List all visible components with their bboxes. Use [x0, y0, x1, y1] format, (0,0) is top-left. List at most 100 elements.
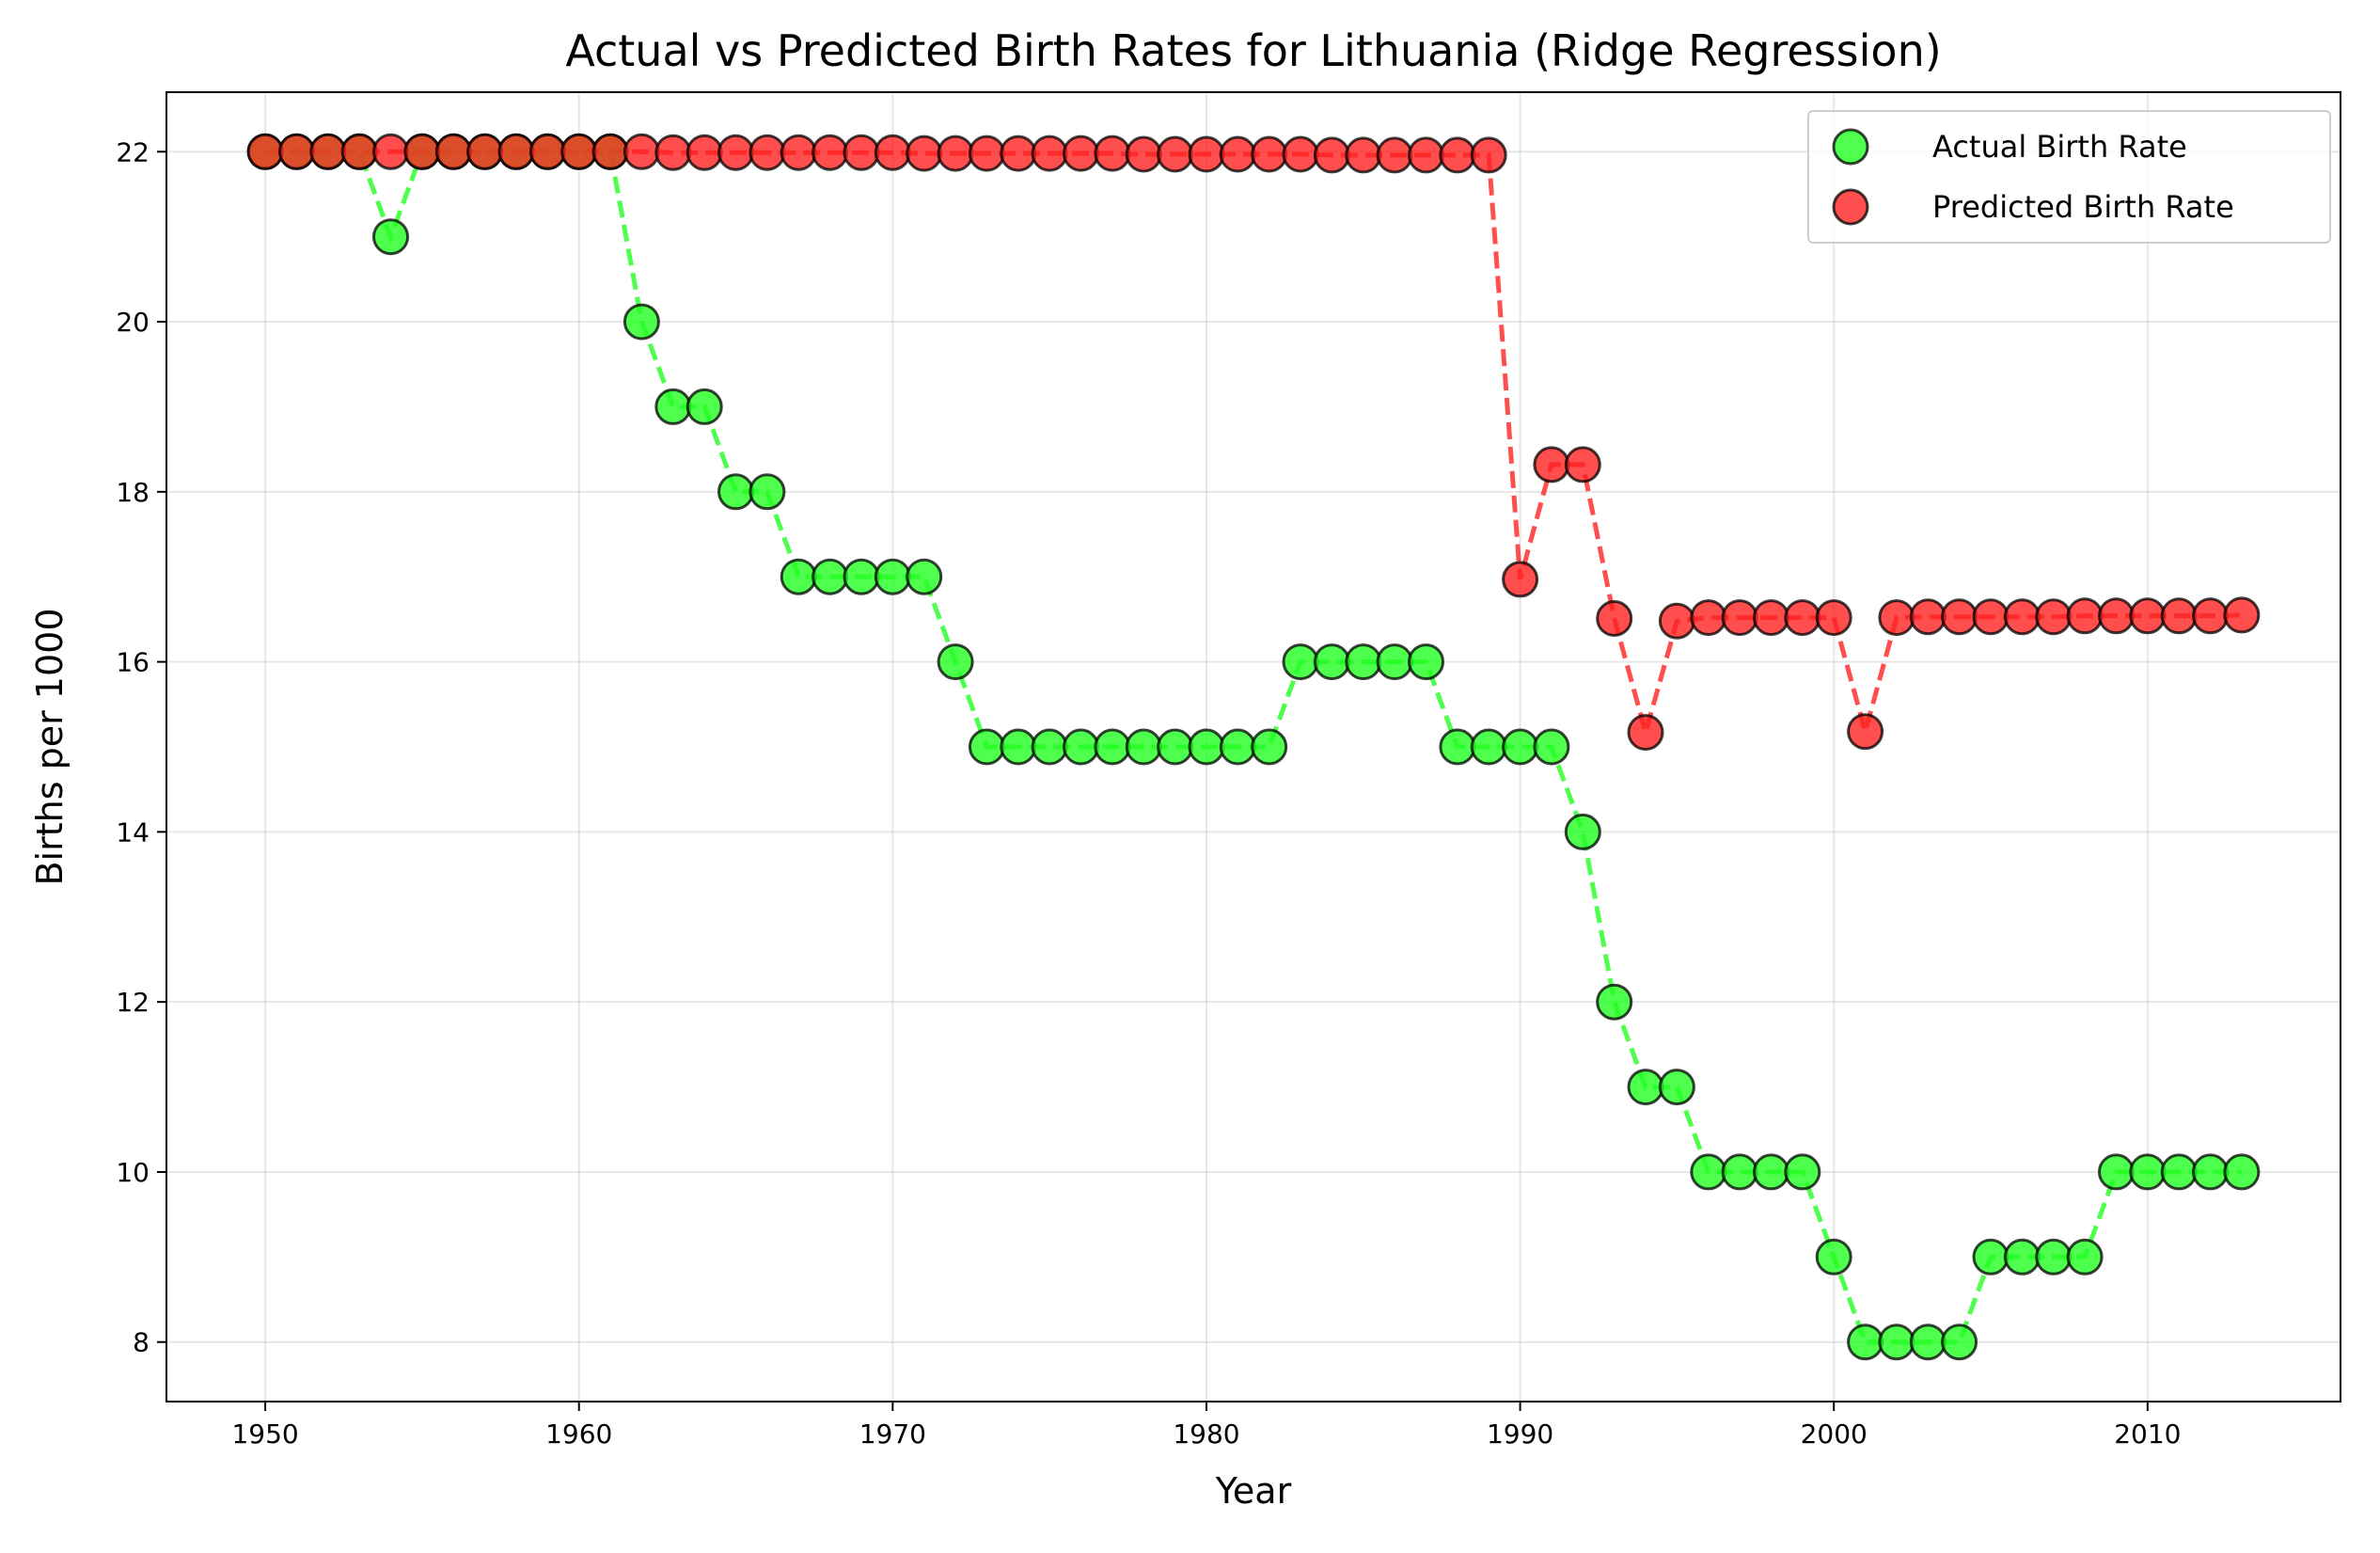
- data-point-actual: [1815, 1238, 1852, 1276]
- y-tick-label: 14: [116, 816, 150, 848]
- data-point-actual: [1721, 1153, 1758, 1191]
- data-point-predicted: [497, 133, 535, 170]
- data-point-actual: [780, 558, 817, 595]
- data-point-predicted: [1815, 599, 1852, 637]
- y-axis-label: Births per 1000: [29, 608, 71, 885]
- data-point-actual: [1470, 728, 1507, 766]
- data-point-predicted: [1941, 598, 1978, 636]
- data-point-actual: [1031, 728, 1068, 766]
- data-point-actual: [2160, 1153, 2198, 1191]
- data-point-predicted: [1125, 135, 1162, 173]
- data-point-predicted: [1721, 599, 1758, 637]
- data-point-predicted: [2035, 598, 2073, 636]
- data-point-actual: [1909, 1323, 1947, 1361]
- data-point-predicted: [1878, 599, 1915, 637]
- data-point-predicted: [2160, 597, 2198, 635]
- data-point-predicted: [1533, 446, 1570, 483]
- data-point-predicted: [591, 133, 629, 170]
- data-point-predicted: [623, 133, 660, 170]
- data-point-predicted: [2098, 597, 2135, 635]
- data-point-actual: [1753, 1153, 1789, 1191]
- data-point-actual: [1000, 728, 1037, 766]
- data-point-predicted: [1909, 598, 1947, 636]
- legend: Actual Birth Rate Predicted Birth Rate: [1807, 110, 2331, 244]
- data-point-predicted: [2003, 598, 2041, 636]
- data-point-predicted: [1313, 136, 1350, 174]
- data-point-predicted: [528, 133, 566, 170]
- data-point-actual: [1878, 1323, 1915, 1361]
- y-tick-label: 10: [116, 1157, 150, 1188]
- data-point-predicted: [780, 134, 817, 171]
- data-point-predicted: [1564, 446, 1601, 483]
- data-point-actual: [686, 388, 723, 425]
- x-tick-label: 1970: [859, 1418, 926, 1450]
- y-tick-label: 20: [116, 307, 150, 338]
- data-point-predicted: [1972, 598, 2010, 636]
- data-point-predicted: [2066, 597, 2104, 635]
- data-point-actual: [1251, 728, 1288, 766]
- series-points: [246, 133, 2261, 1361]
- data-point-actual: [937, 643, 974, 681]
- data-point-actual: [1972, 1238, 2010, 1276]
- data-point-actual: [1408, 643, 1444, 681]
- data-point-predicted: [654, 134, 692, 171]
- data-point-predicted: [1658, 602, 1695, 640]
- legend-box: [1807, 110, 2331, 244]
- data-point-predicted: [1188, 135, 1225, 173]
- data-point-predicted: [874, 134, 911, 171]
- data-point-predicted: [1784, 599, 1821, 637]
- data-point-actual: [372, 218, 409, 256]
- data-point-actual: [2098, 1153, 2135, 1191]
- chart-title: Actual vs Predicted Birth Rates for Lith…: [565, 25, 1941, 76]
- legend-label-actual: Actual Birth Rate: [1932, 129, 2187, 165]
- data-point-predicted: [1063, 135, 1099, 172]
- x-axis-ticks: 1950 1960 1970 1980 1990 2000 2010: [231, 1402, 2181, 1450]
- data-point-actual: [1596, 983, 1633, 1021]
- data-point-predicted: [1094, 135, 1131, 172]
- data-point-actual: [1658, 1069, 1695, 1106]
- data-point-actual: [2129, 1153, 2167, 1191]
- data-point-predicted: [246, 133, 284, 170]
- data-point-actual: [1439, 728, 1476, 766]
- data-point-predicted: [1345, 136, 1382, 174]
- data-point-predicted: [906, 135, 943, 172]
- data-point-predicted: [466, 133, 504, 170]
- data-point-predicted: [372, 133, 409, 170]
- data-point-predicted: [1470, 136, 1507, 174]
- data-point-actual: [1376, 643, 1413, 681]
- legend-marker-predicted: [1832, 188, 1869, 226]
- x-tick-label: 1950: [231, 1418, 298, 1450]
- data-point-actual: [654, 388, 692, 425]
- data-point-predicted: [717, 134, 754, 171]
- legend-label-predicted: Predicted Birth Rate: [1932, 189, 2234, 225]
- data-point-predicted: [278, 133, 315, 170]
- data-point-predicted: [1847, 713, 1884, 751]
- data-point-predicted: [1000, 135, 1037, 172]
- data-point-predicted: [1376, 136, 1413, 174]
- data-point-actual: [968, 728, 1005, 766]
- data-point-actual: [2223, 1153, 2261, 1191]
- x-tick-label: 1990: [1487, 1418, 1553, 1450]
- data-point-actual: [717, 473, 754, 511]
- plot-area-frame: [165, 91, 2341, 1402]
- data-point-actual: [1690, 1153, 1727, 1191]
- data-point-actual: [1784, 1153, 1821, 1191]
- data-point-actual: [1313, 643, 1350, 681]
- data-point-predicted: [1219, 135, 1256, 173]
- data-point-predicted: [749, 134, 786, 171]
- data-point-predicted: [1408, 136, 1444, 174]
- y-tick-label: 16: [116, 647, 150, 678]
- x-tick-label: 1980: [1173, 1418, 1239, 1450]
- data-point-actual: [1564, 813, 1601, 850]
- data-point-predicted: [1753, 599, 1789, 637]
- x-axis-label: Year: [1215, 1470, 1292, 1512]
- data-point-actual: [1094, 728, 1131, 766]
- data-point-predicted: [968, 135, 1005, 172]
- y-tick-label: 12: [116, 987, 150, 1018]
- data-point-predicted: [1627, 714, 1664, 752]
- data-point-predicted: [1031, 135, 1068, 172]
- data-point-actual: [812, 558, 849, 595]
- legend-marker-actual: [1832, 128, 1869, 166]
